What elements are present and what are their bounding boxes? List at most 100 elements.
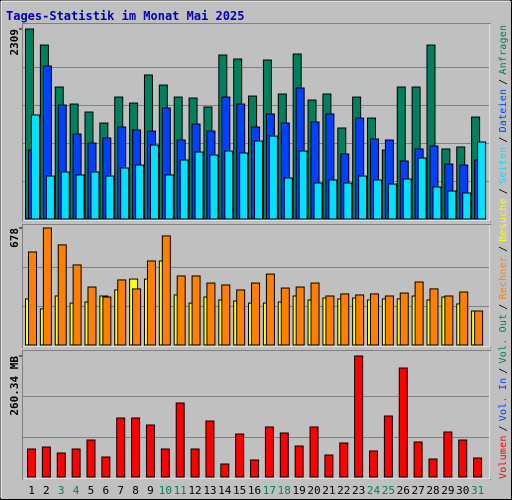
legend-separator: /: [498, 368, 509, 374]
bar: [71, 448, 81, 478]
x-tick-label: 30: [456, 484, 469, 497]
x-tick-label: 3: [58, 484, 65, 497]
bar: [164, 174, 174, 220]
bar: [310, 282, 320, 346]
bar: [45, 175, 55, 220]
bar: [251, 282, 261, 346]
x-tick-label: 11: [174, 484, 187, 497]
x-tick-label: 26: [397, 484, 410, 497]
bar: [298, 150, 308, 220]
bar: [105, 175, 115, 220]
x-tick-label: 20: [307, 484, 320, 497]
bar: [343, 182, 353, 220]
legend-entry: Vol. Out: [498, 314, 509, 364]
bar: [205, 420, 215, 478]
x-tick-label: 8: [132, 484, 139, 497]
bar: [324, 454, 334, 478]
legend-separator: /: [498, 425, 509, 431]
legend-entry: Vol. In: [498, 378, 509, 421]
bar: [179, 159, 189, 220]
x-tick-label: 25: [382, 484, 395, 497]
bar: [265, 273, 275, 346]
bar: [459, 291, 469, 346]
bar: [447, 190, 457, 220]
x-tick-label: 5: [88, 484, 95, 497]
x-tick-label: 16: [248, 484, 261, 497]
bar: [145, 424, 155, 478]
legend-separator: /: [498, 246, 509, 252]
bar: [417, 157, 427, 220]
bar: [206, 282, 216, 346]
bar: [413, 441, 423, 478]
bar: [369, 450, 379, 478]
bar: [209, 154, 219, 220]
bar: [328, 179, 338, 220]
bar: [250, 459, 260, 478]
legend-separator: /: [498, 137, 509, 143]
bar: [194, 151, 204, 220]
bar: [161, 235, 171, 346]
x-tick-label: 18: [278, 484, 291, 497]
x-tick-label: 21: [322, 484, 335, 497]
legend: Volumen / Vol. In / Vol. Out / Rechner / Besuche…: [498, 25, 509, 479]
bar: [432, 186, 442, 220]
bar: [28, 251, 37, 346]
x-tick-label: 7: [117, 484, 124, 497]
x-tick-label: 17: [263, 484, 276, 497]
bar: [283, 177, 293, 220]
bar: [160, 448, 170, 478]
bar: [86, 439, 96, 478]
bar: [102, 296, 112, 346]
y-tick-label: 2309: [8, 29, 21, 56]
bar: [254, 140, 264, 220]
bar: [477, 141, 487, 220]
bar: [149, 144, 159, 220]
x-tick-label: 4: [73, 484, 80, 497]
bar: [444, 295, 454, 346]
bar: [429, 288, 439, 346]
bar: [294, 445, 304, 478]
bar: [146, 260, 156, 346]
x-tick-label: 14: [218, 484, 232, 497]
bar: [75, 174, 85, 220]
chart-title: Tages-Statistik im Monat Mai 2025: [6, 9, 244, 23]
bar: [398, 367, 408, 478]
bar: [279, 432, 289, 478]
x-tick-label: 27: [411, 484, 424, 497]
bar: [309, 426, 319, 478]
bar: [236, 289, 246, 346]
legend-entry: Dateien: [498, 89, 509, 132]
bar: [340, 293, 350, 346]
bar: [175, 402, 185, 478]
bar: [56, 452, 66, 478]
bar: [132, 288, 142, 346]
bar: [384, 295, 394, 346]
bar: [268, 135, 278, 220]
bar: [176, 275, 186, 346]
bar: [358, 175, 368, 220]
bar: [117, 279, 127, 346]
legend-entry: Volumen: [498, 436, 509, 479]
x-tick-label: 12: [188, 484, 201, 497]
x-tick-label: 1: [28, 484, 35, 497]
bar: [135, 164, 145, 220]
bar: [190, 448, 200, 478]
bar: [41, 446, 51, 478]
bar: [383, 415, 393, 478]
x-tick-label: 2: [43, 484, 50, 497]
legend-separator: /: [498, 304, 509, 310]
x-tick-label: 10: [159, 484, 172, 497]
x-tick-label: 6: [103, 484, 110, 497]
x-tick-label: 22: [337, 484, 350, 497]
x-tick-label: 24: [367, 484, 381, 497]
bar: [27, 448, 36, 478]
legend-entry: Besuche: [498, 198, 509, 241]
bar: [31, 114, 40, 220]
y-tick-label: 260.34 MB: [8, 356, 21, 416]
panel: [22, 350, 491, 480]
bar: [325, 295, 335, 346]
bar: [101, 456, 111, 478]
bar: [60, 171, 70, 220]
legend-separator: /: [498, 188, 509, 194]
